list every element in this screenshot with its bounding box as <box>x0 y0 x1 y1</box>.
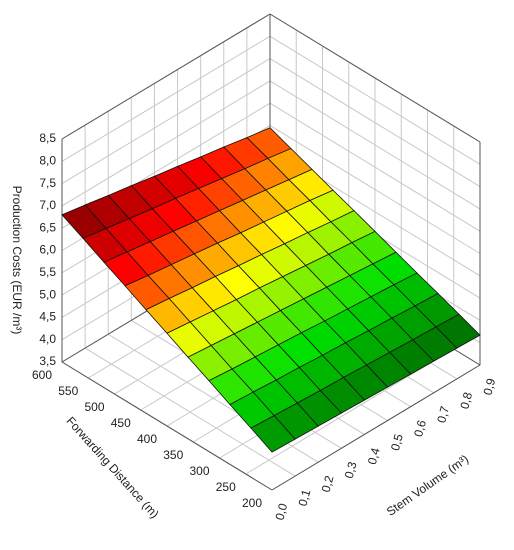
z-grid-line <box>61 58 271 185</box>
box-edge <box>269 13 481 143</box>
y-grid-line <box>84 347 296 477</box>
y-axis-label: Stem Volume (m³) <box>384 452 471 519</box>
x-tick-label: 600 <box>32 368 52 382</box>
y-tick-label: 0,2 <box>319 474 337 494</box>
box-edge <box>61 361 273 491</box>
z-tick-label: 4,5 <box>39 310 56 324</box>
x-tick-label: 550 <box>58 384 78 398</box>
z-tick-label: 7,5 <box>39 176 56 190</box>
y-tick-label: 0,4 <box>365 446 383 466</box>
y-tick-label: 0,3 <box>342 460 360 480</box>
z-grid-line <box>61 35 271 162</box>
z-tick-label: 8,0 <box>39 153 56 167</box>
x-tick-label: 300 <box>189 464 209 478</box>
z-tick-label: 8,5 <box>39 131 56 145</box>
y-tick-label: 0,6 <box>411 418 429 438</box>
box-edge <box>271 364 481 491</box>
z-grid-line <box>61 80 271 207</box>
z-tick-label: 5,0 <box>39 287 56 301</box>
surface-cell <box>250 415 296 453</box>
x-tick-label: 400 <box>137 432 157 446</box>
z-tick-label: 7,0 <box>39 198 56 212</box>
z-tick-label: 3,5 <box>39 354 56 368</box>
x-tick-label: 450 <box>111 416 131 430</box>
y-tick-label: 0,9 <box>480 377 498 397</box>
z-tick-label: 6,5 <box>39 220 56 234</box>
y-tick-label: 0,0 <box>272 502 290 522</box>
z-tick-label: 4,0 <box>39 332 56 346</box>
x-tick-label: 250 <box>216 480 236 494</box>
z-tick-label: 6,0 <box>39 243 56 257</box>
x-tick-label: 500 <box>84 400 104 414</box>
x-tick-label: 200 <box>242 496 262 510</box>
box-edge <box>61 13 271 140</box>
x-tick-label: 350 <box>163 448 183 462</box>
y-tick-label: 0,1 <box>296 488 314 508</box>
z-axis-label: Production Costs (EUR /m³) <box>10 186 24 335</box>
y-tick-label: 0,7 <box>434 404 452 424</box>
y-tick-label: 0,8 <box>457 390 475 410</box>
y-tick-label: 0,5 <box>388 432 406 452</box>
z-tick-label: 5,5 <box>39 265 56 279</box>
